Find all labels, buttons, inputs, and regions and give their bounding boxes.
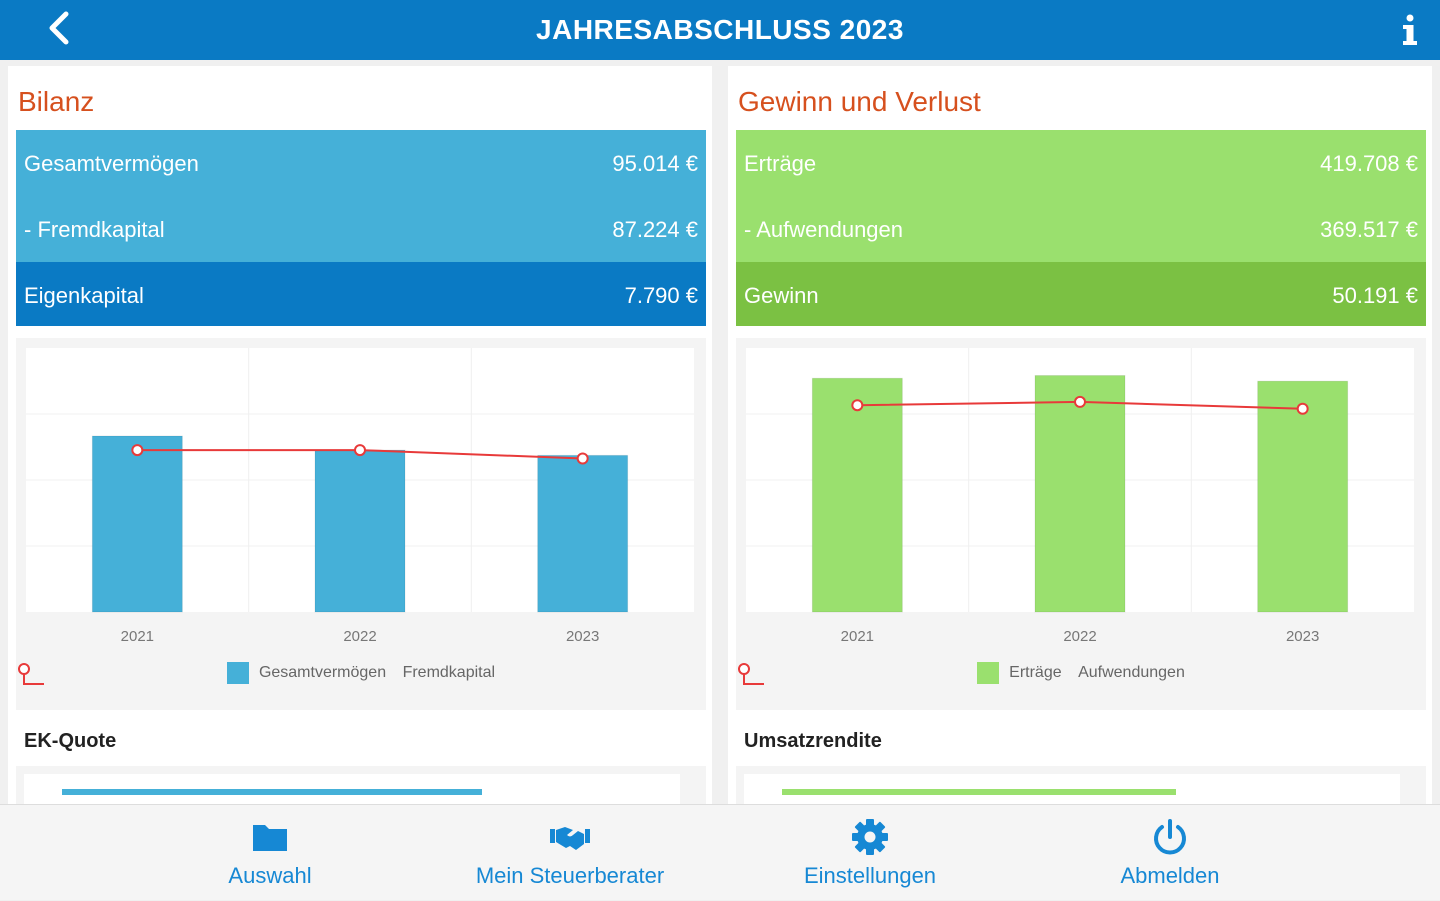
chevron-left-icon[interactable]	[40, 8, 80, 48]
info-icon[interactable]	[1396, 10, 1424, 50]
line-point	[354, 444, 366, 457]
folder-icon	[253, 825, 287, 851]
summary-row-gesamtvermoegen: Gesamtvermögen 95.014 €	[16, 130, 706, 196]
guv-chart: 2021 2022 2023 Erträge Aufwendungen	[736, 338, 1426, 710]
bilanz-panel: Bilanz Gesamtvermögen 95.014 € - Fremdka…	[8, 66, 712, 806]
nav-label: Auswahl	[228, 863, 312, 888]
nav-einstellungen[interactable]: Einstellungen	[720, 805, 1020, 901]
gear-icon	[852, 819, 888, 855]
summary-row-fremdkapital: - Fremdkapital 87.224 €	[16, 196, 706, 262]
guv-summary: Erträge 419.708 € - Aufwendungen 369.517…	[736, 130, 1426, 326]
bilanz-summary: Gesamtvermögen 95.014 € - Fremdkapital 8…	[16, 130, 706, 326]
ek-quote-heading: EK-Quote	[24, 730, 117, 752]
legend-label: Erträge	[1009, 664, 1062, 682]
x-tick-label: 2022	[343, 628, 376, 645]
legend-line-icon	[18, 663, 44, 685]
bilanz-chart: 2021 2022 2023 Gesamtvermögen Fremdkapital	[16, 338, 706, 710]
summary-row-ertraege: Erträge 419.708 €	[736, 130, 1426, 196]
summary-value: 87.224 €	[612, 217, 698, 242]
line-point	[1296, 402, 1309, 415]
legend-swatch	[226, 662, 249, 684]
guv-chart-svg: 2021 2022 2023	[746, 348, 1414, 645]
power-icon	[1154, 819, 1186, 855]
nav-abmelden[interactable]: Abmelden	[1020, 805, 1320, 901]
summary-label: - Aufwendungen	[744, 217, 904, 242]
bottom-navigation: Auswahl Mein Steuerberater Einstellungen	[0, 804, 1440, 900]
summary-value: 7.790 €	[624, 283, 698, 308]
bar	[91, 435, 183, 613]
summary-row-gewinn: Gewinn 50.191 €	[736, 262, 1426, 326]
nav-mein-steuerberater[interactable]: Mein Steuerberater	[420, 805, 720, 901]
legend-line-icon	[738, 663, 764, 685]
nav-label: Abmelden	[1120, 863, 1220, 888]
nav-auswahl[interactable]: Auswahl	[120, 805, 420, 901]
legend-item-bar: Gesamtvermögen	[226, 662, 387, 684]
legend-label: Gesamtvermögen	[258, 664, 387, 682]
line-point	[576, 452, 589, 465]
bar	[537, 454, 629, 613]
summary-value: 50.191 €	[1332, 283, 1418, 308]
bar	[811, 377, 903, 613]
summary-row-aufwendungen: - Aufwendungen 369.517 €	[736, 196, 1426, 262]
summary-value: 419.708 €	[1320, 151, 1418, 176]
summary-label: - Fremdkapital	[24, 217, 165, 242]
x-tick-label: 2023	[1286, 628, 1319, 645]
umsatzrendite-bar	[736, 766, 1426, 806]
summary-label: Gewinn	[744, 283, 819, 308]
progress-fill	[782, 789, 1176, 795]
line-point	[1074, 395, 1086, 408]
handshake-icon	[550, 827, 590, 850]
bar	[314, 449, 406, 613]
line-point	[851, 399, 864, 412]
summary-value: 95.014 €	[612, 151, 698, 176]
legend-swatch	[977, 662, 1000, 684]
x-tick-label: 2022	[1063, 628, 1096, 645]
guv-panel: Gewinn und Verlust Erträge 419.708 € - A…	[728, 66, 1432, 806]
nav-label: Mein Steuerberater	[475, 863, 665, 888]
bilanz-chart-svg: 2021 2022 2023	[26, 348, 694, 645]
legend-label: Aufwendungen	[1078, 664, 1185, 681]
summary-label: Erträge	[744, 151, 817, 176]
legend-item-line: Fremdkapital	[18, 663, 496, 685]
nav-label: Einstellungen	[803, 863, 937, 888]
umsatzrendite-heading: Umsatzrendite	[744, 730, 882, 752]
summary-label: Eigenkapital	[24, 283, 144, 308]
summary-value: 369.517 €	[1320, 217, 1418, 242]
chart-legend: Erträge Aufwendungen	[736, 662, 1426, 685]
bilanz-heading: Bilanz	[18, 86, 95, 117]
legend-label: Fremdkapital	[402, 664, 496, 681]
ek-quote-bar	[16, 766, 706, 806]
summary-row-eigenkapital: Eigenkapital 7.790 €	[16, 262, 706, 326]
legend-item-line: Aufwendungen	[738, 663, 1185, 685]
page-title: JAHRESABSCHLUSS 2023	[536, 14, 904, 45]
bar	[1257, 380, 1349, 613]
x-tick-label: 2023	[566, 628, 599, 645]
guv-heading: Gewinn und Verlust	[738, 86, 981, 117]
progress-fill	[62, 789, 482, 795]
x-tick-label: 2021	[841, 628, 874, 645]
x-tick-label: 2021	[121, 628, 154, 645]
line-point	[131, 444, 144, 457]
bar	[1034, 375, 1126, 613]
summary-label: Gesamtvermögen	[24, 151, 199, 176]
app-header: JAHRESABSCHLUSS 2023	[0, 0, 1440, 60]
legend-item-bar: Erträge	[977, 662, 1062, 684]
chart-legend: Gesamtvermögen Fremdkapital	[16, 662, 706, 685]
